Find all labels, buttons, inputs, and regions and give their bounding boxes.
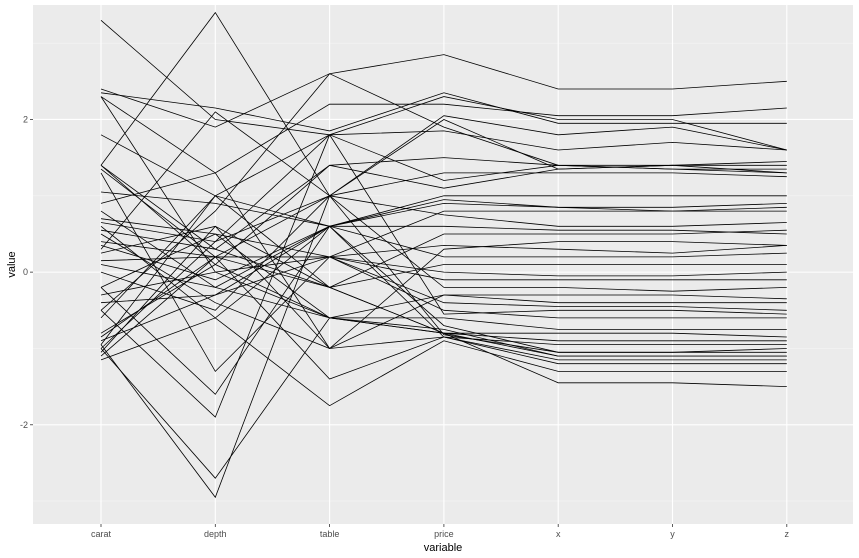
x-tick-label-table: table	[320, 529, 340, 539]
series-line-4	[100, 92, 787, 132]
y-axis-title: value	[6, 251, 18, 277]
series-line-33	[100, 225, 787, 395]
series-line-2	[100, 54, 787, 128]
series-line-40	[100, 111, 787, 250]
series-line-36	[100, 172, 787, 373]
x-axis-title: variable	[424, 542, 463, 554]
series-line-1	[100, 19, 787, 151]
y-tick-label: -2	[20, 420, 28, 430]
series-line-43	[100, 256, 787, 296]
x-tick-label-price: price	[434, 529, 454, 539]
x-tick-label-x: x	[556, 529, 561, 539]
x-tick-label-depth: depth	[204, 529, 227, 539]
x-tick-label-z: z	[785, 529, 790, 539]
y-axis-ticks: -2 0 2	[20, 114, 33, 430]
x-tick-label-y: y	[670, 529, 675, 539]
series-line-38	[100, 195, 787, 319]
y-tick-label: 2	[23, 114, 28, 124]
x-tick-label-carat: carat	[91, 529, 112, 539]
series-line-10	[100, 191, 787, 227]
series-lines	[100, 11, 787, 499]
series-line-41	[100, 73, 787, 311]
series-line-20	[100, 195, 787, 311]
series-line-42	[100, 233, 787, 349]
series-line-23	[100, 133, 787, 418]
series-line-37	[100, 172, 787, 350]
x-axis-ticks: carat depth table price x y z	[91, 524, 790, 539]
y-tick-label: 0	[23, 267, 28, 277]
series-line-15	[100, 229, 787, 288]
series-line-31	[100, 317, 787, 407]
series-line-17	[100, 225, 787, 281]
series-line-5	[100, 11, 787, 197]
series-line-34	[100, 264, 787, 330]
series-line-30	[100, 256, 787, 380]
